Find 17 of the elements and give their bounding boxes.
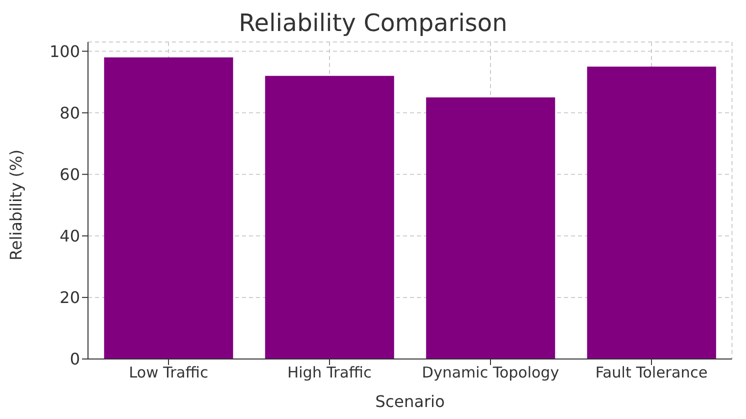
x-tick-label: Dynamic Topology — [422, 364, 560, 382]
y-tick-label: 80 — [60, 103, 80, 122]
y-axis-title: Reliability (%) — [6, 150, 26, 260]
y-tick-label: 40 — [60, 226, 80, 246]
y-tick-label: 20 — [60, 288, 80, 308]
bar — [587, 66, 716, 359]
chart-title: Reliability Comparison — [238, 8, 508, 38]
y-tick-label: 60 — [60, 165, 80, 184]
x-tick-label: Fault Tolerance — [595, 364, 708, 382]
bar — [265, 76, 394, 359]
y-tick-label: 0 — [70, 350, 80, 369]
x-tick-label: Low Traffic — [128, 364, 208, 382]
bar — [426, 97, 556, 359]
x-tick-label: High Traffic — [287, 364, 372, 382]
x-axis-title: Scenario — [375, 392, 445, 411]
y-tick-label: 100 — [49, 42, 80, 61]
bar — [104, 57, 234, 359]
